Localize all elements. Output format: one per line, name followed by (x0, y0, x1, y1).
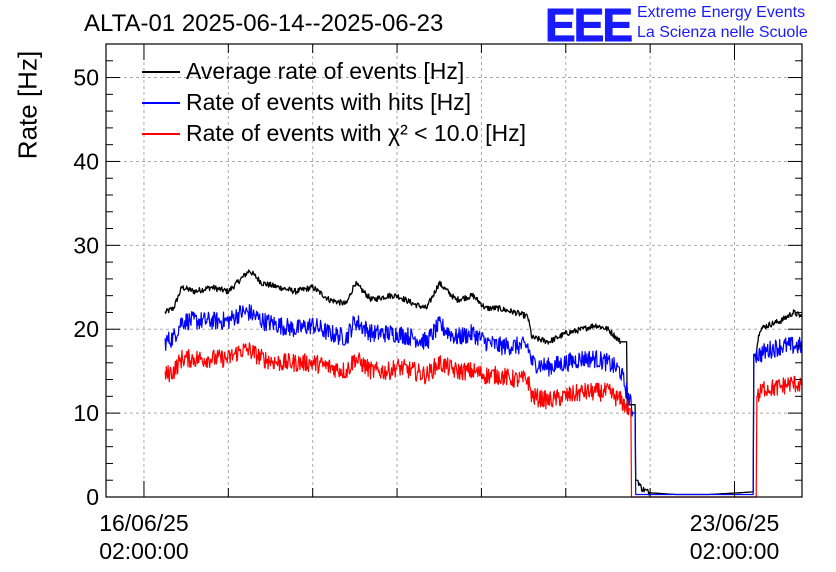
x-tick-date: 23/06/25 (689, 510, 780, 536)
logo-line-1: Extreme Energy Events (637, 4, 806, 21)
x-tick-label: 23/06/25 02:00:00 (680, 509, 790, 565)
legend-label-hits: Rate of events with hits [Hz] (186, 89, 472, 115)
chart-series-group (164, 269, 803, 498)
legend-swatch-average (142, 71, 180, 73)
series-line-hits (164, 304, 803, 496)
chart-title: ALTA-01 2025-06-14--2025-06-23 (84, 10, 444, 37)
legend-label-average: Average rate of events [Hz] (186, 58, 465, 84)
y-tick-label: 40 (73, 148, 99, 174)
series-line-average (164, 269, 803, 496)
y-tick-label: 20 (73, 316, 99, 342)
x-tick-time: 02:00:00 (689, 538, 780, 564)
x-tick-date: 16/06/25 (99, 510, 189, 536)
y-tick-labels: 0 10 20 30 40 50 (73, 65, 99, 510)
y-axis-label: Rate [Hz] (12, 50, 43, 160)
series-line-chi2 (164, 342, 803, 498)
y-tick-label: 50 (73, 65, 99, 91)
legend-swatch-chi2 (142, 133, 180, 135)
chart-ticks (106, 43, 802, 498)
x-tick-label: 16/06/25 02:00:00 (89, 509, 199, 565)
legend-swatch-hits (142, 102, 180, 104)
logo-line-2: La Scienza nelle Scuole (637, 24, 808, 41)
legend-label-chi2: Rate of events with χ² < 10.0 [Hz] (186, 120, 526, 146)
y-tick-label: 30 (73, 232, 99, 258)
x-tick-time: 02:00:00 (99, 538, 189, 564)
plot-frame (105, 43, 803, 498)
eee-logo: EEE (544, 0, 633, 51)
y-tick-label: 10 (73, 400, 99, 426)
y-tick-label: 0 (86, 484, 99, 510)
